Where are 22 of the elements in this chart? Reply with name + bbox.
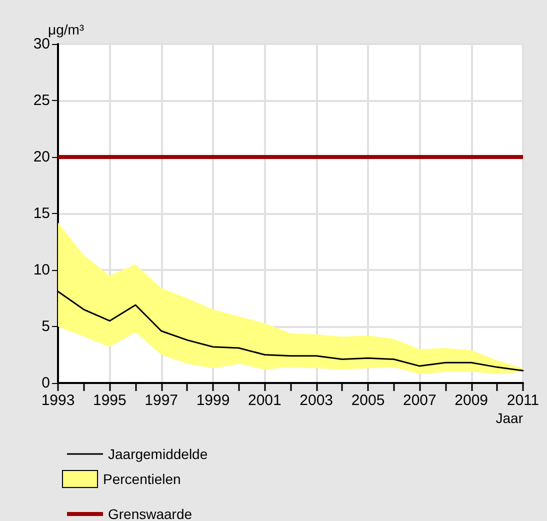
text: Percentielen (103, 471, 181, 487)
y-axis-title: μg/m³ (48, 22, 84, 38)
x-tick-label: 2007 (402, 392, 436, 409)
x-tick-label: 2003 (300, 392, 334, 409)
y-tick-label: 5 (42, 318, 50, 335)
x-tick-label: 2011 (506, 392, 540, 409)
y-tick-label: 25 (33, 92, 50, 109)
x-axis-title: Jaar (496, 410, 524, 426)
y-tick-label: 15 (33, 205, 50, 222)
x-tick-label: 1995 (92, 392, 126, 409)
legend-label: Grenswaarde (108, 506, 192, 521)
x-tick-label: 1997 (144, 392, 178, 409)
y-tick-label: 10 (33, 262, 50, 278)
y-tick-label: 30 (33, 36, 50, 52)
legend-label: Jaargemiddelde (108, 446, 208, 462)
x-tick-label: 2005 (351, 392, 385, 409)
x-tick-label: 1993 (41, 392, 75, 409)
x-tick-label: 2001 (248, 392, 282, 409)
x-tick-label: 2009 (454, 392, 488, 409)
y-tick-label: 0 (42, 374, 50, 392)
y-tick-label: 20 (33, 148, 50, 166)
x-tick-label: 1999 (196, 392, 230, 409)
